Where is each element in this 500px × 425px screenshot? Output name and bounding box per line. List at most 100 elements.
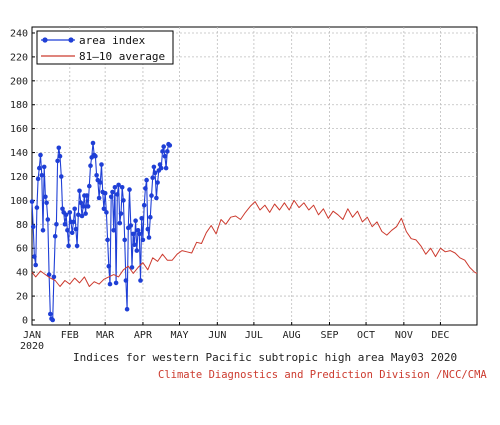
data-point [52, 234, 58, 239]
data-point [57, 153, 63, 159]
data-point [66, 243, 71, 249]
data-point [124, 306, 130, 312]
data-point [50, 317, 55, 323]
data-point [29, 199, 35, 204]
y-tick-label: 100 [10, 196, 28, 207]
data-point [151, 164, 157, 170]
y-tick-label: 120 [10, 172, 28, 183]
data-point [51, 274, 57, 280]
data-point [139, 216, 144, 221]
data-point [128, 223, 134, 228]
data-point [118, 211, 124, 216]
legend-marker [42, 37, 48, 43]
data-point [111, 228, 116, 233]
data-point [32, 254, 37, 259]
data-point [108, 194, 114, 200]
axes: 0 20 40 60 80 100 120 140 160 180 200 220 240 JAN FEB M… [10, 28, 450, 352]
data-point [63, 212, 69, 218]
data-point [34, 205, 40, 210]
data-point [113, 280, 119, 286]
data-point [39, 173, 45, 178]
data-point [105, 237, 110, 243]
x-tick-label-feb: FEB [61, 330, 79, 341]
y-tick-label: 80 [16, 220, 28, 231]
data-point [45, 217, 51, 222]
data-point [59, 174, 64, 179]
y-tick-label: 200 [10, 76, 28, 87]
y-tick-label: 0 [22, 316, 28, 327]
data-point [107, 281, 113, 287]
x-tick-label-nov: NOV [395, 330, 413, 341]
data-point [72, 206, 77, 212]
data-point [102, 190, 108, 196]
data-point [154, 195, 159, 201]
data-point [71, 219, 76, 225]
data-point [143, 186, 148, 191]
x-tick-label-jan: JAN [23, 330, 41, 341]
data-point [38, 152, 43, 158]
data-point [137, 231, 142, 237]
data-point [41, 164, 47, 170]
x-tick-label-oct: OCT [357, 330, 375, 341]
data-point [119, 185, 125, 190]
data-point [138, 278, 143, 283]
chart-title: Indices for western Pacific subtropic hi… [73, 351, 458, 364]
data-point [129, 265, 135, 270]
legend: area index 81–10 average [36, 30, 174, 65]
x-tick-label-jul: JUL [245, 330, 263, 341]
data-point [145, 226, 151, 232]
data-point [132, 242, 137, 247]
data-point [43, 194, 48, 200]
data-point [146, 235, 152, 240]
y-tick-label: 180 [10, 100, 28, 111]
series-line-average [31, 199, 478, 287]
data-point [141, 202, 147, 208]
y-tick-label: 40 [16, 268, 28, 279]
legend-box [36, 30, 174, 65]
data-point [77, 188, 82, 194]
data-point [83, 211, 88, 216]
data-point [96, 195, 102, 201]
series [29, 140, 478, 323]
x-tick-label-apr: APR [134, 330, 153, 341]
data-point [33, 262, 38, 268]
y-tick-label: 160 [10, 124, 28, 135]
data-point [48, 311, 53, 317]
data-point [140, 237, 146, 243]
data-point [99, 162, 104, 167]
y-tick-label: 140 [10, 148, 28, 159]
data-point [149, 193, 154, 198]
data-point [127, 187, 132, 192]
data-point [93, 153, 98, 159]
data-point [80, 204, 86, 209]
y-tick-label: 20 [16, 292, 28, 303]
data-point [106, 263, 112, 269]
data-point [112, 185, 118, 190]
y-tick-label: 240 [10, 28, 28, 39]
y-tick-label: 60 [16, 244, 28, 255]
data-point [40, 228, 46, 233]
data-point [158, 165, 164, 171]
data-point [155, 180, 160, 185]
plot-frame [31, 26, 478, 326]
data-point [84, 193, 90, 198]
data-point [116, 182, 121, 188]
x-tick-label-aug: AUG [283, 330, 301, 341]
data-point [157, 162, 163, 167]
data-point [67, 210, 73, 215]
x-tick-label-dec: DEC [431, 330, 449, 341]
x-tick-label-jun: JUN [208, 330, 226, 341]
data-point [54, 222, 59, 227]
data-point [30, 224, 36, 229]
data-point [115, 192, 120, 197]
data-point [88, 163, 93, 168]
data-point [73, 226, 79, 232]
x-tick-label-may: MAY [170, 330, 188, 341]
data-point [162, 153, 168, 159]
y-tick-label: 220 [10, 52, 28, 63]
data-point [44, 200, 49, 206]
data-point [55, 158, 60, 164]
data-point [35, 176, 41, 182]
legend-label-average: 81–10 average [79, 50, 165, 63]
